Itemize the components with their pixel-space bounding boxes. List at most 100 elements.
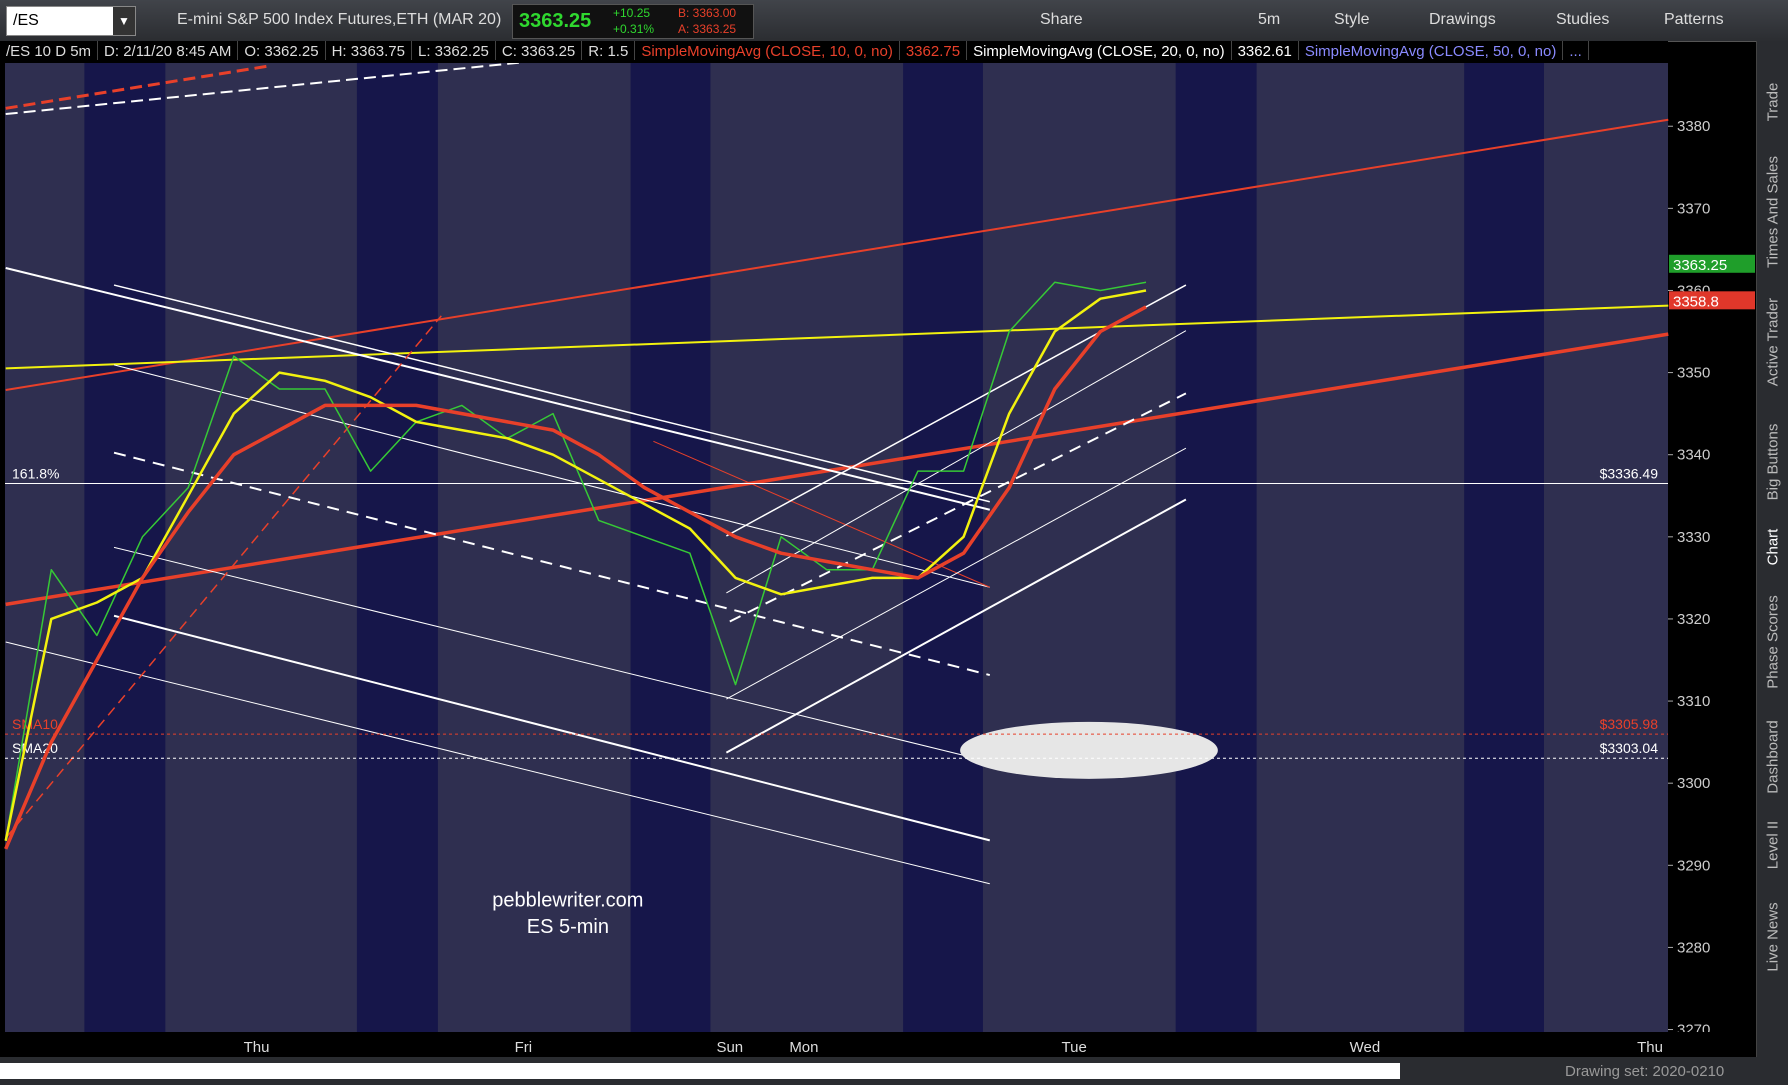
sidebar-tab: Phase Scores xyxy=(1764,595,1782,689)
sidebar-tab: Trade xyxy=(1764,82,1782,122)
dropdown[interactable]: ▼ xyxy=(113,7,135,35)
x-tick-label: Thu xyxy=(244,1039,270,1056)
chart-bg xyxy=(5,63,1668,1032)
sidebar-tab: Chart xyxy=(1764,528,1782,566)
description: E-mini S&P 500 Index Futures,ETH (MAR 20… xyxy=(177,11,502,28)
trendline xyxy=(113,546,990,763)
y-tick-label: 3280 xyxy=(1677,939,1710,956)
trendline xyxy=(729,392,1187,623)
x-tick-label: Thu xyxy=(1637,1039,1663,1056)
y-tick-label: 3380 xyxy=(1677,118,1710,135)
studies-button[interactable]: Studies xyxy=(1556,11,1610,28)
trendline xyxy=(5,267,991,511)
info-item: L: 3362.25 xyxy=(412,41,496,60)
price-series xyxy=(4,289,1147,841)
watermark: ES 5-min xyxy=(527,916,609,938)
sidebar-tab: Times And Sales xyxy=(1764,156,1782,268)
highlight-ellipse xyxy=(960,721,1218,779)
trendline xyxy=(5,315,442,839)
watermark: pebblewriter.com xyxy=(492,890,643,912)
symbol-box[interactable]: /ES ▼ xyxy=(6,6,136,36)
x-tick-label: Mon xyxy=(789,1039,818,1056)
info-item: /ES 10 D 5m xyxy=(0,41,99,60)
sidebar-tab: Dashboard xyxy=(1764,720,1782,794)
study-name: SimpleMovingAvg (CLOSE, 50, 0, no) xyxy=(1299,41,1564,60)
x-tick-label: Fri xyxy=(515,1039,533,1056)
info-bar: /ES 10 D 5m D: 2/11/20 8:45 AM O: 3362.25 H… xyxy=(0,41,1668,63)
change: +10.25 xyxy=(613,6,651,20)
level-tag: SMA10 xyxy=(12,716,58,732)
price-series xyxy=(4,305,1147,850)
study-name: SimpleMovingAvg (CLOSE, 10, 0, no) xyxy=(635,41,900,60)
y-tick-label: 3290 xyxy=(1677,857,1710,874)
info-item: C: 3363.25 xyxy=(496,41,583,60)
y-tick-label: 3340 xyxy=(1677,447,1710,464)
info-item: D: 2/11/20 8:45 AM xyxy=(98,41,239,60)
sidebar-tab: Big Buttons xyxy=(1764,423,1782,501)
chart: 3270328032903300331033203330334033503360… xyxy=(0,63,1756,1057)
y-tick-label: 3310 xyxy=(1677,693,1710,710)
drawing-set: Drawing set: 2020-0210 xyxy=(1565,1063,1725,1080)
trendline xyxy=(113,284,990,503)
change-pct: +0.31% xyxy=(613,22,655,36)
trendline xyxy=(5,304,1669,370)
patterns-button[interactable]: Patterns xyxy=(1664,11,1724,28)
x-axis-bg xyxy=(0,1032,1756,1057)
trendline xyxy=(5,641,990,885)
info-item: H: 3363.75 xyxy=(326,41,412,60)
study-value: 3362.75 xyxy=(900,41,968,60)
y-tick-label: 3300 xyxy=(1677,775,1710,792)
y-tick-label: 3350 xyxy=(1677,365,1710,382)
trendline xyxy=(726,330,1187,594)
trendline xyxy=(113,451,991,677)
session-band xyxy=(84,63,166,1032)
y-tick-label: 3320 xyxy=(1677,611,1710,628)
drawings-button[interactable]: Drawings xyxy=(1429,11,1496,28)
session-band xyxy=(630,63,711,1032)
y-tick-label: 3330 xyxy=(1677,529,1710,546)
price-badge xyxy=(1669,254,1755,273)
price-badge-label: 3358.8 xyxy=(1673,293,1719,310)
trendline xyxy=(5,332,1669,607)
level-tag: 161.8% xyxy=(12,466,59,482)
timeframe-button[interactable]: 5m xyxy=(1258,11,1281,28)
symbol: /ES xyxy=(13,12,39,29)
style-button[interactable]: Style xyxy=(1334,11,1370,28)
trendline xyxy=(5,63,519,116)
trendline xyxy=(726,447,1187,700)
toolbar: /ES ▼ E-mini S&P 500 Index Futures,ETH (… xyxy=(0,0,1788,42)
info-item: O: 3362.25 xyxy=(238,41,326,60)
x-tick-label: Sun xyxy=(716,1039,743,1056)
sidebar-tab: Active Trader xyxy=(1764,297,1782,387)
price-badge-label: 3363.25 xyxy=(1673,257,1727,274)
study-value: 3362.61 xyxy=(1232,41,1299,60)
price-badge xyxy=(1669,291,1755,310)
study-name: SimpleMovingAvg (CLOSE, 20, 0, no) xyxy=(967,41,1232,60)
trendline xyxy=(113,364,990,588)
trendline xyxy=(5,118,1669,391)
session-band xyxy=(1464,63,1544,1032)
quote-box: 3363.25 +10.25 +0.31% B: 3363.00 A: 3363… xyxy=(512,4,754,39)
y-axis-bg xyxy=(1668,63,1756,1032)
x-tick-label: Wed xyxy=(1350,1039,1381,1056)
share-button[interactable]: Share xyxy=(1040,11,1083,28)
status-bar: Drawing set: 2020-0210 xyxy=(0,1057,1788,1085)
session-band xyxy=(356,63,438,1032)
y-tick-label: 3370 xyxy=(1677,200,1710,217)
level-label: $3336.49 xyxy=(1600,466,1659,482)
session-band xyxy=(1175,63,1257,1032)
last-price: 3363.25 xyxy=(519,10,592,32)
level-label: $3303.04 xyxy=(1600,740,1659,756)
trendline xyxy=(725,498,1187,754)
sidebar: Trade Times And Sales Active Trader Big But… xyxy=(1756,41,1788,1057)
ask: A: 3363.25 xyxy=(678,22,737,36)
trendline xyxy=(5,64,269,110)
level-label: $3305.98 xyxy=(1600,716,1659,732)
info-item: R: 1.5 xyxy=(582,41,636,60)
study-value: ... xyxy=(1563,41,1589,60)
sidebar-tab: Live News xyxy=(1764,902,1782,972)
scrollbar[interactable] xyxy=(0,1063,1400,1079)
bid: B: 3363.00 xyxy=(678,6,737,20)
x-tick-label: Tue xyxy=(1062,1039,1087,1056)
